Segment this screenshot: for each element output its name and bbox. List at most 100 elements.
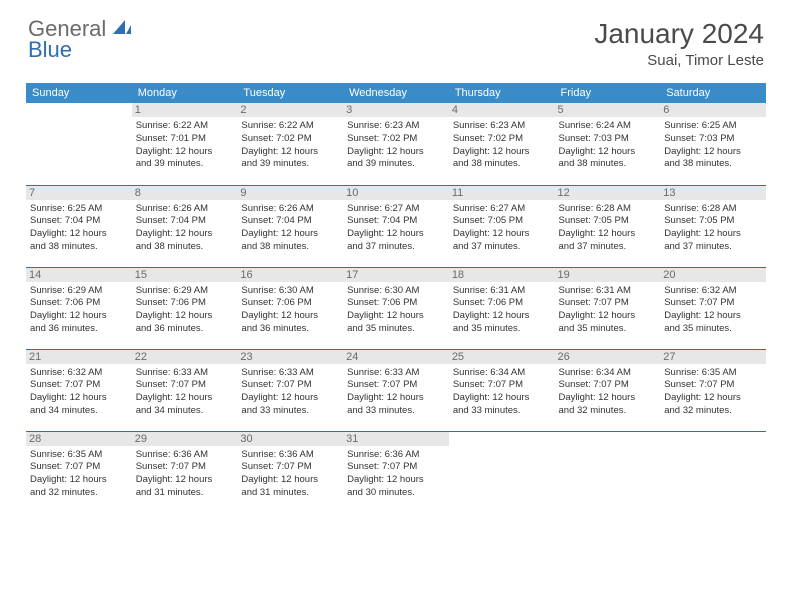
- calendar-body: . 1Sunrise: 6:22 AMSunset: 7:01 PMDayligh…: [26, 103, 766, 513]
- calendar-cell: 22Sunrise: 6:33 AMSunset: 7:07 PMDayligh…: [132, 349, 238, 431]
- location: Suai, Timor Leste: [594, 52, 764, 69]
- day-number: 9: [237, 186, 343, 200]
- day-details: Sunrise: 6:23 AMSunset: 7:02 PMDaylight:…: [347, 120, 445, 171]
- month-title: January 2024: [594, 18, 764, 50]
- day-number: 2: [237, 103, 343, 117]
- day-details: Sunrise: 6:36 AMSunset: 7:07 PMDaylight:…: [241, 449, 339, 500]
- day-number: 3: [343, 103, 449, 117]
- day-number: 17: [343, 268, 449, 282]
- day-number: 25: [449, 350, 555, 364]
- calendar-cell: 27 Sunrise: 6:35 AMSunset: 7:07 PMDayligh…: [660, 349, 766, 431]
- dow-header-row: Sunday Monday Tuesday Wednesday Thursday…: [26, 83, 766, 103]
- day-details: Sunrise: 6:31 AMSunset: 7:07 PMDaylight:…: [559, 285, 657, 336]
- calendar-cell: .: [449, 431, 555, 513]
- day-details: Sunrise: 6:27 AMSunset: 7:05 PMDaylight:…: [453, 203, 551, 254]
- day-details: Sunrise: 6:25 AMSunset: 7:04 PMDaylight:…: [30, 203, 128, 254]
- dow-header: Wednesday: [343, 83, 449, 103]
- calendar-cell: 19 Sunrise: 6:31 AMSunset: 7:07 PMDayligh…: [555, 267, 661, 349]
- calendar-cell: 7 Sunrise: 6:25 AMSunset: 7:04 PMDaylight…: [26, 185, 132, 267]
- calendar-cell: 20 Sunrise: 6:32 AMSunset: 7:07 PMDayligh…: [660, 267, 766, 349]
- day-number: 11: [449, 186, 555, 200]
- day-details: Sunrise: 6:35 AMSunset: 7:07 PMDaylight:…: [30, 449, 128, 500]
- day-number: 15: [132, 268, 238, 282]
- calendar-cell: 16 Sunrise: 6:30 AMSunset: 7:06 PMDayligh…: [237, 267, 343, 349]
- day-details: Sunrise: 6:32 AMSunset: 7:07 PMDaylight:…: [30, 367, 128, 418]
- dow-header: Thursday: [449, 83, 555, 103]
- header: General Blue January 2024 Suai, Timor Le…: [0, 0, 792, 73]
- logo: General Blue: [28, 18, 131, 61]
- day-details: Sunrise: 6:33 AMSunset: 7:07 PMDaylight:…: [136, 367, 234, 418]
- day-number: 29: [132, 432, 238, 446]
- dow-header: Sunday: [26, 83, 132, 103]
- calendar-cell: 29 Sunrise: 6:36 AMSunset: 7:07 PMDayligh…: [132, 431, 238, 513]
- day-details: Sunrise: 6:24 AMSunset: 7:03 PMDaylight:…: [559, 120, 657, 171]
- calendar-cell: 18 Sunrise: 6:31 AMSunset: 7:06 PMDayligh…: [449, 267, 555, 349]
- day-number: 27: [660, 350, 766, 364]
- day-details: Sunrise: 6:26 AMSunset: 7:04 PMDaylight:…: [241, 203, 339, 254]
- calendar-cell: 8Sunrise: 6:26 AMSunset: 7:04 PMDaylight…: [132, 185, 238, 267]
- day-details: Sunrise: 6:31 AMSunset: 7:06 PMDaylight:…: [453, 285, 551, 336]
- day-number: 8: [132, 186, 238, 200]
- day-details: Sunrise: 6:32 AMSunset: 7:07 PMDaylight:…: [664, 285, 762, 336]
- dow-header: Friday: [555, 83, 661, 103]
- day-number: 4: [449, 103, 555, 117]
- day-number: 12: [555, 186, 661, 200]
- day-details: Sunrise: 6:33 AMSunset: 7:07 PMDaylight:…: [347, 367, 445, 418]
- day-details: Sunrise: 6:30 AMSunset: 7:06 PMDaylight:…: [241, 285, 339, 336]
- calendar-cell: 26 Sunrise: 6:34 AMSunset: 7:07 PMDayligh…: [555, 349, 661, 431]
- day-number: 16: [237, 268, 343, 282]
- logo-word-blue: Blue: [28, 39, 131, 61]
- logo-sail-icon: [113, 20, 131, 41]
- day-number: 20: [660, 268, 766, 282]
- day-details: Sunrise: 6:22 AMSunset: 7:02 PMDaylight:…: [241, 120, 339, 171]
- calendar-cell: 10Sunrise: 6:27 AMSunset: 7:04 PMDayligh…: [343, 185, 449, 267]
- calendar-cell: 11 Sunrise: 6:27 AMSunset: 7:05 PMDayligh…: [449, 185, 555, 267]
- dow-header: Saturday: [660, 83, 766, 103]
- calendar-week-row: 28Sunrise: 6:35 AMSunset: 7:07 PMDayligh…: [26, 431, 766, 513]
- calendar-cell: 23 Sunrise: 6:33 AMSunset: 7:07 PMDayligh…: [237, 349, 343, 431]
- calendar-cell: 31 Sunrise: 6:36 AMSunset: 7:07 PMDayligh…: [343, 431, 449, 513]
- calendar-cell: 17Sunrise: 6:30 AMSunset: 7:06 PMDayligh…: [343, 267, 449, 349]
- dow-header: Monday: [132, 83, 238, 103]
- day-number: 13: [660, 186, 766, 200]
- day-details: Sunrise: 6:35 AMSunset: 7:07 PMDaylight:…: [664, 367, 762, 418]
- day-number: 30: [237, 432, 343, 446]
- calendar-cell: 1Sunrise: 6:22 AMSunset: 7:01 PMDaylight…: [132, 103, 238, 185]
- day-number: 5: [555, 103, 661, 117]
- calendar-cell: 2 Sunrise: 6:22 AMSunset: 7:02 PMDaylight…: [237, 103, 343, 185]
- calendar-cell: 3 Sunrise: 6:23 AMSunset: 7:02 PMDaylight…: [343, 103, 449, 185]
- day-details: Sunrise: 6:29 AMSunset: 7:06 PMDaylight:…: [136, 285, 234, 336]
- day-number: 24: [343, 350, 449, 364]
- title-block: January 2024 Suai, Timor Leste: [594, 18, 764, 69]
- calendar-week-row: .1Sunrise: 6:22 AMSunset: 7:01 PMDayligh…: [26, 103, 766, 185]
- calendar-cell: 5 Sunrise: 6:24 AMSunset: 7:03 PMDaylight…: [555, 103, 661, 185]
- day-details: Sunrise: 6:28 AMSunset: 7:05 PMDaylight:…: [559, 203, 657, 254]
- calendar-cell: 13 Sunrise: 6:28 AMSunset: 7:05 PMDayligh…: [660, 185, 766, 267]
- day-details: Sunrise: 6:36 AMSunset: 7:07 PMDaylight:…: [136, 449, 234, 500]
- day-details: Sunrise: 6:34 AMSunset: 7:07 PMDaylight:…: [559, 367, 657, 418]
- day-number: 7: [26, 186, 132, 200]
- calendar-cell: 9 Sunrise: 6:26 AMSunset: 7:04 PMDaylight…: [237, 185, 343, 267]
- calendar-cell: 24 Sunrise: 6:33 AMSunset: 7:07 PMDayligh…: [343, 349, 449, 431]
- day-details: Sunrise: 6:27 AMSunset: 7:04 PMDaylight:…: [347, 203, 445, 254]
- day-details: Sunrise: 6:29 AMSunset: 7:06 PMDaylight:…: [30, 285, 128, 336]
- calendar-cell: 30 Sunrise: 6:36 AMSunset: 7:07 PMDayligh…: [237, 431, 343, 513]
- day-details: Sunrise: 6:23 AMSunset: 7:02 PMDaylight:…: [453, 120, 551, 171]
- calendar-table: Sunday Monday Tuesday Wednesday Thursday…: [26, 83, 766, 513]
- day-details: Sunrise: 6:36 AMSunset: 7:07 PMDaylight:…: [347, 449, 445, 500]
- day-number: 19: [555, 268, 661, 282]
- calendar-cell: 21Sunrise: 6:32 AMSunset: 7:07 PMDayligh…: [26, 349, 132, 431]
- day-details: Sunrise: 6:34 AMSunset: 7:07 PMDaylight:…: [453, 367, 551, 418]
- logo-text: General Blue: [28, 18, 131, 61]
- calendar-cell: 4 Sunrise: 6:23 AMSunset: 7:02 PMDaylight…: [449, 103, 555, 185]
- day-details: Sunrise: 6:33 AMSunset: 7:07 PMDaylight:…: [241, 367, 339, 418]
- day-number: 6: [660, 103, 766, 117]
- day-number: 18: [449, 268, 555, 282]
- day-number: 14: [26, 268, 132, 282]
- day-details: Sunrise: 6:28 AMSunset: 7:05 PMDaylight:…: [664, 203, 762, 254]
- day-number: 31: [343, 432, 449, 446]
- day-number: 26: [555, 350, 661, 364]
- day-number: 23: [237, 350, 343, 364]
- day-details: Sunrise: 6:25 AMSunset: 7:03 PMDaylight:…: [664, 120, 762, 171]
- calendar-week-row: 21Sunrise: 6:32 AMSunset: 7:07 PMDayligh…: [26, 349, 766, 431]
